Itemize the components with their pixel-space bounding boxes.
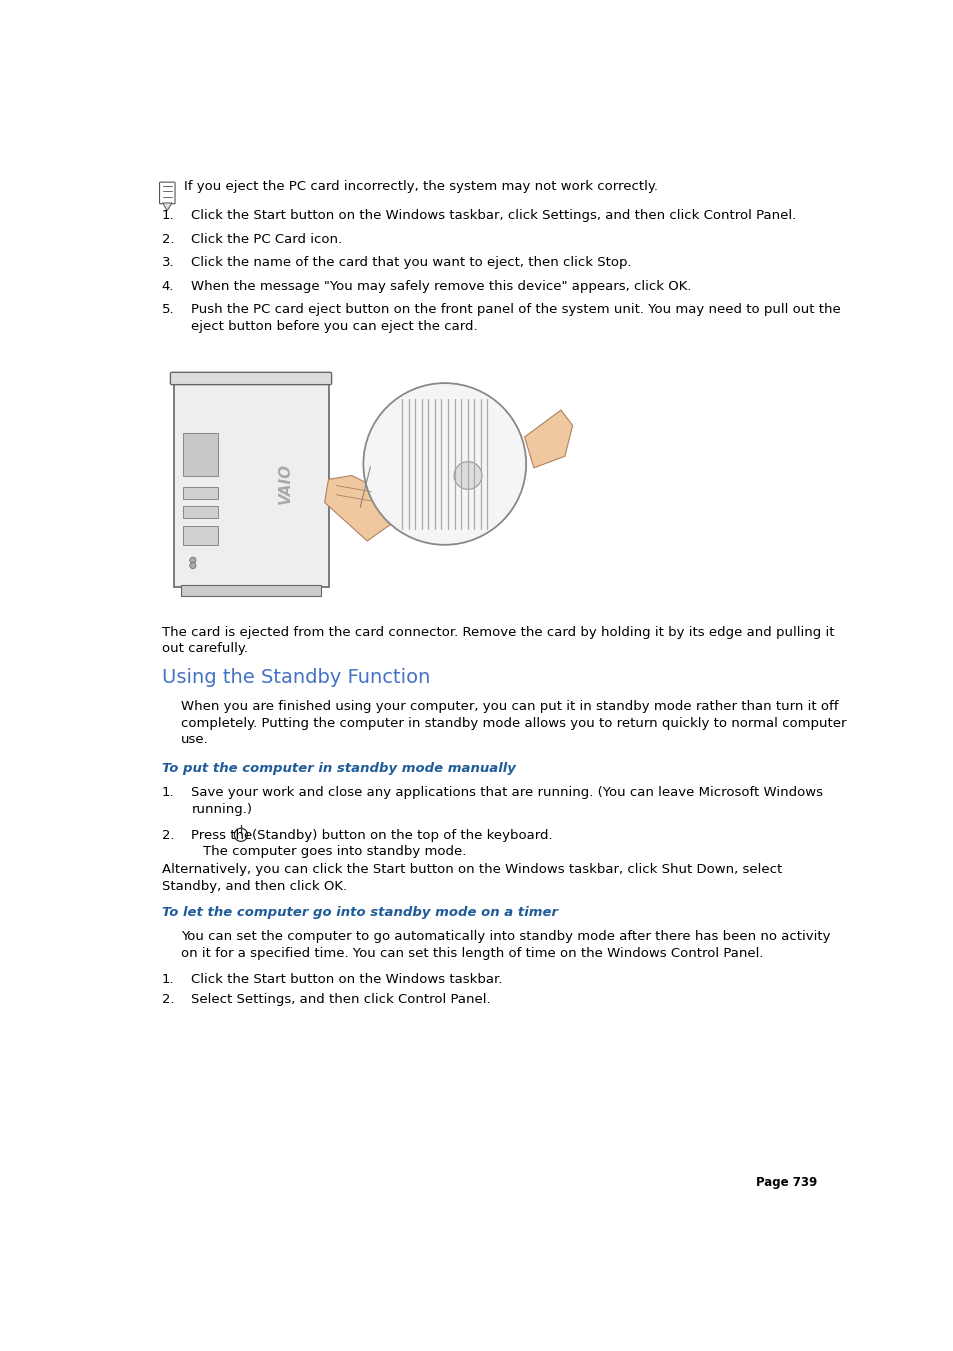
Text: Press the: Press the bbox=[192, 828, 256, 842]
Text: To let the computer go into standby mode on a timer: To let the computer go into standby mode… bbox=[162, 905, 558, 919]
FancyBboxPatch shape bbox=[159, 182, 174, 204]
Bar bbox=[181, 585, 320, 596]
Text: Page 739: Page 739 bbox=[755, 1175, 816, 1189]
Text: Click the PC Card icon.: Click the PC Card icon. bbox=[192, 232, 342, 246]
Text: completely. Putting the computer in standby mode allows you to return quickly to: completely. Putting the computer in stan… bbox=[181, 717, 846, 730]
Text: on it for a specified time. You can set this length of time on the Windows Contr: on it for a specified time. You can set … bbox=[181, 947, 763, 959]
Text: use.: use. bbox=[181, 734, 209, 747]
Text: Click the name of the card that you want to eject, then click Stop.: Click the name of the card that you want… bbox=[192, 257, 631, 269]
Text: When you are finished using your computer, you can put it in standby mode rather: When you are finished using your compute… bbox=[181, 700, 838, 713]
Text: 1.: 1. bbox=[162, 973, 174, 985]
Text: 2.: 2. bbox=[162, 828, 174, 842]
Text: You can set the computer to go automatically into standby mode after there has b: You can set the computer to go automatic… bbox=[181, 931, 830, 943]
Text: eject button before you can eject the card.: eject button before you can eject the ca… bbox=[192, 320, 477, 332]
Polygon shape bbox=[162, 203, 172, 211]
Text: Click the Start button on the Windows taskbar, click Settings, and then click Co: Click the Start button on the Windows ta… bbox=[192, 209, 796, 222]
Bar bbox=[183, 488, 217, 499]
Circle shape bbox=[454, 462, 481, 489]
Text: (Standby) button on the top of the keyboard.: (Standby) button on the top of the keybo… bbox=[252, 828, 552, 842]
Text: Alternatively, you can click the Start button on the Windows taskbar, click Shut: Alternatively, you can click the Start b… bbox=[162, 863, 781, 877]
Text: Standby, and then click OK.: Standby, and then click OK. bbox=[162, 880, 347, 893]
Text: running.): running.) bbox=[192, 802, 252, 816]
Bar bbox=[183, 434, 217, 476]
Circle shape bbox=[363, 384, 525, 544]
Text: When the message "You may safely remove this device" appears, click OK.: When the message "You may safely remove … bbox=[192, 280, 691, 293]
Bar bbox=[183, 526, 217, 544]
Circle shape bbox=[190, 562, 195, 569]
FancyBboxPatch shape bbox=[171, 373, 332, 385]
Text: 2.: 2. bbox=[162, 993, 174, 1006]
Text: The computer goes into standby mode.: The computer goes into standby mode. bbox=[203, 846, 466, 858]
Text: Push the PC card eject button on the front panel of the system unit. You may nee: Push the PC card eject button on the fro… bbox=[192, 303, 841, 316]
Text: 2.: 2. bbox=[162, 232, 174, 246]
Text: The card is ejected from the card connector. Remove the card by holding it by it: The card is ejected from the card connec… bbox=[162, 626, 834, 639]
Text: out carefully.: out carefully. bbox=[162, 642, 248, 655]
Text: 1.: 1. bbox=[162, 209, 174, 222]
Text: 5.: 5. bbox=[162, 303, 174, 316]
Text: Save your work and close any applications that are running. (You can leave Micro: Save your work and close any application… bbox=[192, 786, 822, 800]
Polygon shape bbox=[524, 411, 572, 467]
Bar bbox=[173, 380, 328, 588]
Polygon shape bbox=[324, 476, 394, 540]
Text: 1.: 1. bbox=[162, 786, 174, 800]
Text: Using the Standby Function: Using the Standby Function bbox=[162, 667, 430, 688]
Text: To put the computer in standby mode manually: To put the computer in standby mode manu… bbox=[162, 762, 516, 774]
Text: If you eject the PC card incorrectly, the system may not work correctly.: If you eject the PC card incorrectly, th… bbox=[183, 180, 657, 193]
Text: VAIO: VAIO bbox=[277, 462, 293, 504]
Text: 3.: 3. bbox=[162, 257, 174, 269]
Circle shape bbox=[190, 557, 195, 563]
Text: Select Settings, and then click Control Panel.: Select Settings, and then click Control … bbox=[192, 993, 491, 1006]
Text: Click the Start button on the Windows taskbar.: Click the Start button on the Windows ta… bbox=[192, 973, 502, 985]
Bar bbox=[183, 507, 217, 517]
Text: 4.: 4. bbox=[162, 280, 174, 293]
